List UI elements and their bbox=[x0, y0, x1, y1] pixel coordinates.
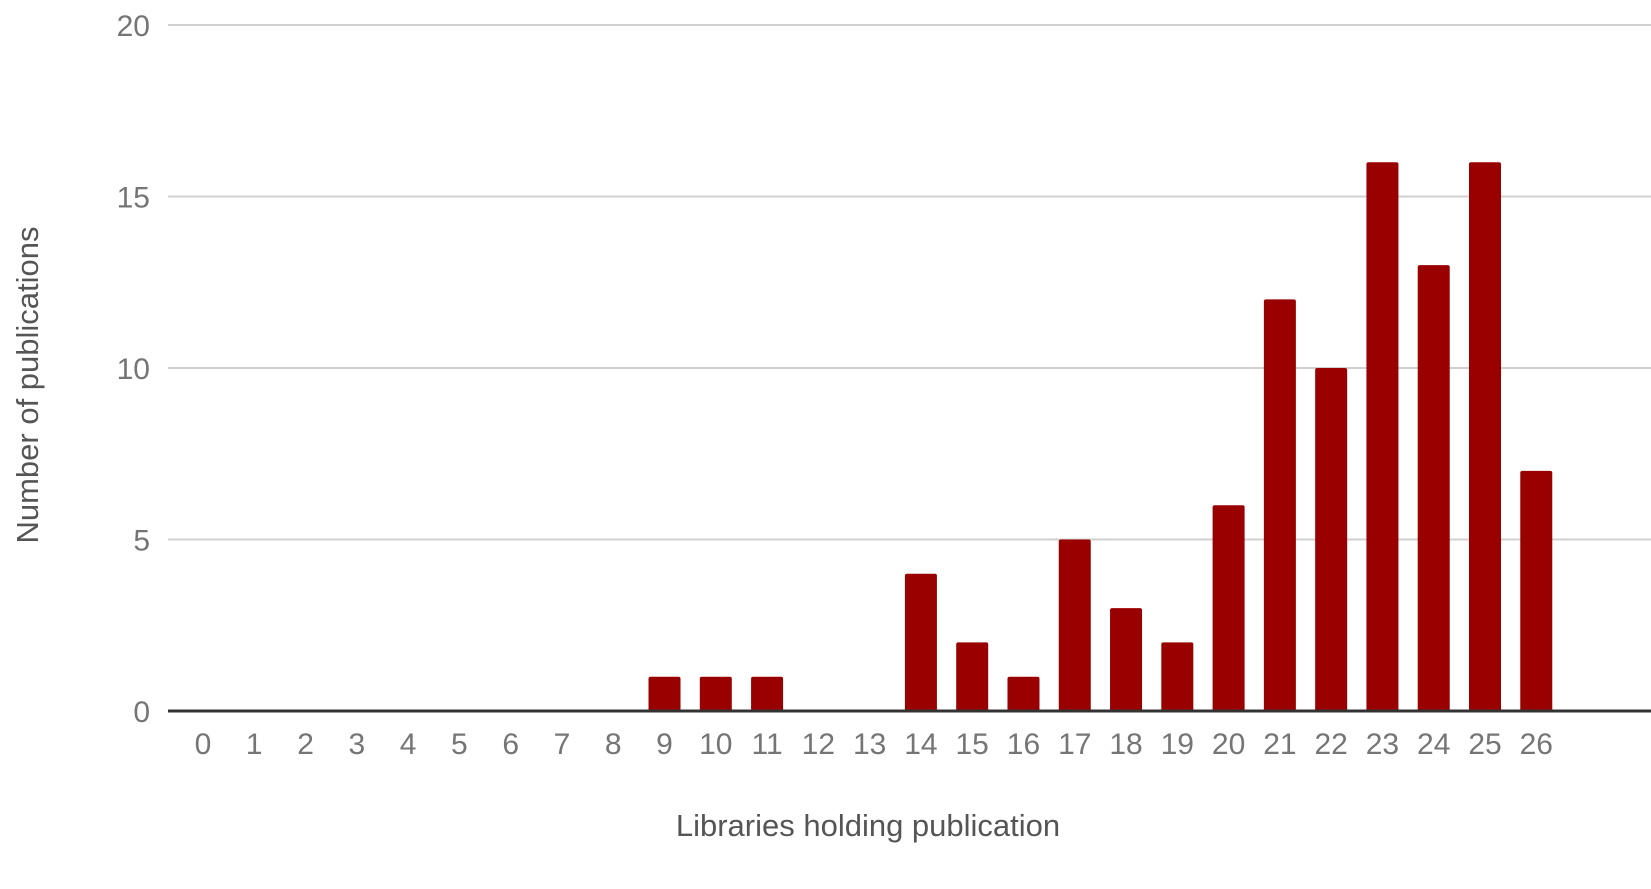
bar-23 bbox=[1366, 162, 1399, 711]
y-tick-label: 20 bbox=[117, 10, 150, 43]
x-tick-label: 23 bbox=[1366, 728, 1399, 761]
x-tick-label: 4 bbox=[400, 728, 417, 761]
x-tick-label: 9 bbox=[656, 728, 673, 761]
bar-15 bbox=[956, 642, 989, 711]
bar-11 bbox=[751, 676, 784, 711]
x-tick-label: 17 bbox=[1058, 728, 1091, 761]
x-tick-label: 1 bbox=[246, 728, 263, 761]
gridlines bbox=[168, 24, 1651, 541]
x-tick-label: 3 bbox=[348, 728, 365, 761]
x-tick-label: 19 bbox=[1161, 728, 1194, 761]
bar-10 bbox=[699, 676, 732, 711]
bar-24 bbox=[1417, 265, 1450, 711]
x-tick-label: 21 bbox=[1263, 728, 1296, 761]
y-tick-label: 5 bbox=[133, 525, 150, 558]
x-tick-label: 13 bbox=[853, 728, 886, 761]
bars bbox=[648, 162, 1553, 711]
x-tick-label: 14 bbox=[904, 728, 937, 761]
x-tick-label: 5 bbox=[451, 728, 468, 761]
y-axis-tick-labels: 0 5 10 15 20 bbox=[117, 10, 150, 729]
x-tick-label: 22 bbox=[1314, 728, 1347, 761]
y-tick-label: 0 bbox=[133, 696, 150, 729]
x-tick-label: 12 bbox=[802, 728, 835, 761]
bar-17 bbox=[1058, 539, 1091, 711]
x-tick-label: 24 bbox=[1417, 728, 1450, 761]
x-axis-tick-labels: 0 1 2 3 4 5 6 7 8 9 10 11 12 13 14 15 16 17 18 19 20 21 22 23 24… bbox=[195, 728, 1553, 761]
bar-18 bbox=[1110, 608, 1143, 711]
x-tick-label: 10 bbox=[699, 728, 732, 761]
x-tick-label: 16 bbox=[1007, 728, 1040, 761]
x-tick-label: 0 bbox=[195, 728, 212, 761]
bar-22 bbox=[1315, 368, 1348, 711]
x-tick-label: 2 bbox=[297, 728, 314, 761]
bar-25 bbox=[1469, 162, 1501, 711]
bar-9 bbox=[648, 676, 681, 711]
y-tick-label: 15 bbox=[117, 182, 150, 215]
x-tick-label: 7 bbox=[554, 728, 571, 761]
x-tick-label: 15 bbox=[956, 728, 989, 761]
x-tick-label: 6 bbox=[502, 728, 519, 761]
bar-14 bbox=[904, 573, 937, 711]
bar-16 bbox=[1007, 676, 1040, 711]
bar-20 bbox=[1212, 505, 1245, 711]
x-axis-title: Libraries holding publication bbox=[676, 808, 1060, 843]
x-tick-label: 18 bbox=[1109, 728, 1142, 761]
x-tick-label: 20 bbox=[1212, 728, 1245, 761]
x-tick-label: 26 bbox=[1520, 728, 1553, 761]
x-tick-label: 25 bbox=[1468, 728, 1501, 761]
x-tick-label: 8 bbox=[605, 728, 622, 761]
y-axis-title: Number of publications bbox=[10, 226, 45, 543]
bar-19 bbox=[1161, 642, 1194, 711]
y-tick-label: 10 bbox=[117, 353, 150, 386]
x-tick-label: 11 bbox=[752, 728, 783, 761]
bar-21 bbox=[1263, 299, 1296, 711]
bar-26 bbox=[1520, 470, 1553, 711]
